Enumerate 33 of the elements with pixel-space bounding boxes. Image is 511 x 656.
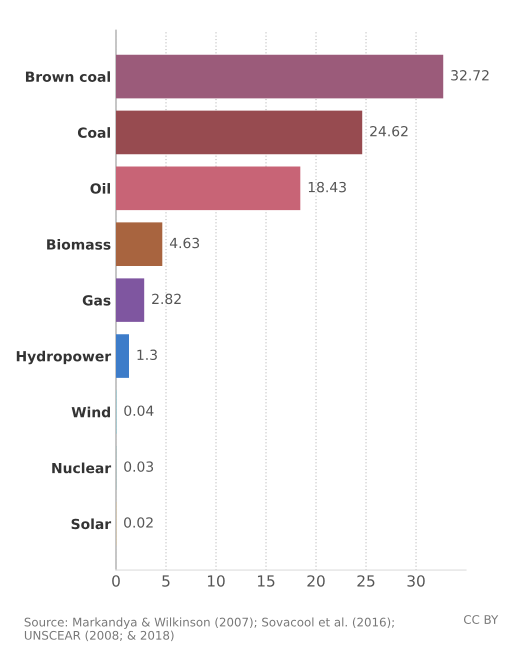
bar: [116, 110, 362, 154]
text: CC BY: [464, 615, 498, 624]
source-note: Source: Markandya & Wilkinson (2007); Sovacool et al. (2016); UNSCEAR (2008; & 2018): [24, 617, 394, 642]
data-label: 0.02: [124, 517, 153, 528]
x-tick-label: 0: [112, 575, 120, 587]
y-tick-label: Coal: [78, 127, 110, 138]
y-tick-label: Hydropower: [16, 350, 112, 364]
data-label: 0.04: [124, 405, 154, 416]
bar: [116, 166, 300, 210]
data-label: 0.03: [124, 461, 154, 472]
y-tick-label: Biomass: [47, 238, 110, 250]
bar: [116, 222, 162, 266]
y-tick-label: Gas: [82, 295, 110, 306]
data-label: 2.82: [152, 294, 181, 304]
data-label: 4.63: [170, 238, 200, 248]
y-tick-label: Nuclear: [52, 462, 112, 474]
data-label: 32.72: [451, 70, 489, 81]
data-label: 1.3: [137, 350, 157, 360]
x-tick-label: 20: [307, 575, 325, 587]
x-tick-label: 30: [407, 575, 425, 587]
bar: [116, 278, 144, 322]
data-label: 24.62: [370, 126, 408, 136]
bar: [116, 334, 129, 378]
x-tick-label: 10: [208, 575, 225, 587]
x-tick-label: 5: [162, 575, 170, 587]
bar: [116, 54, 444, 98]
x-tick-label: 15: [258, 575, 274, 587]
data-label: 18.43: [308, 182, 346, 192]
y-tick-label: Solar: [72, 518, 112, 530]
x-tick-label: 25: [357, 575, 374, 587]
y-tick-label: Oil: [90, 183, 110, 194]
y-tick-label: Wind: [72, 406, 110, 418]
y-tick-label: Brown coal: [26, 71, 110, 82]
